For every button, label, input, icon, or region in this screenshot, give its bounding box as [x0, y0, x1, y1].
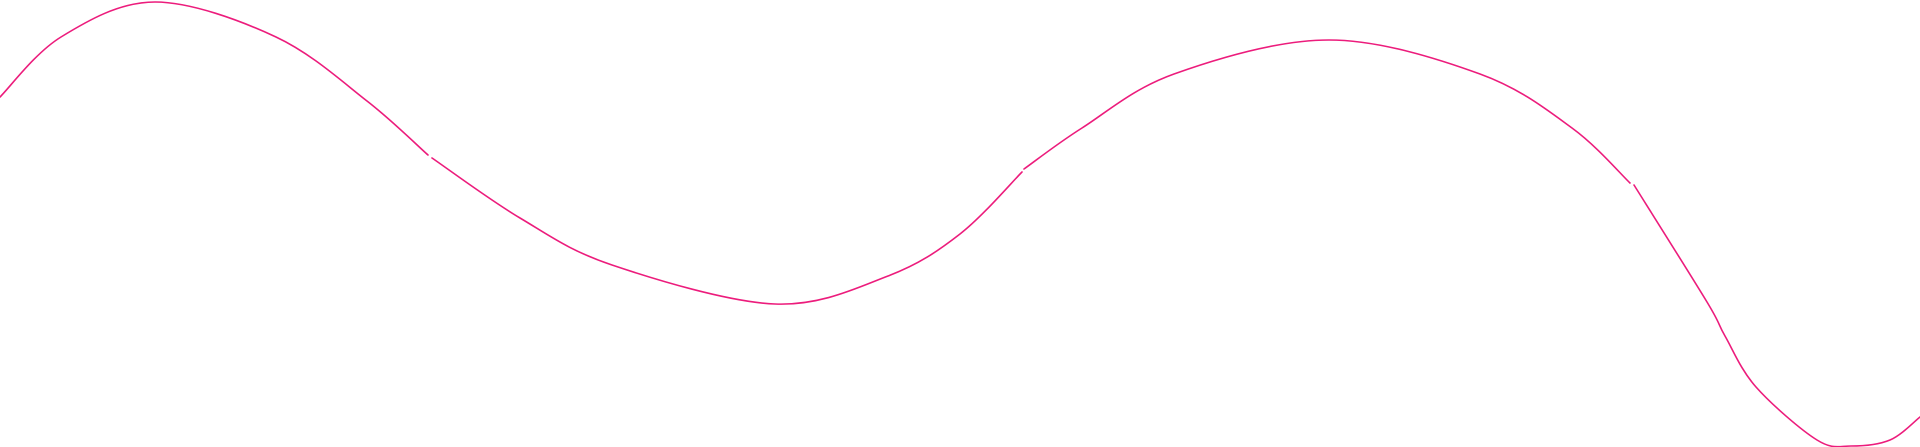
- wave-segment-1: [0, 1, 429, 156]
- wave-segment-2: [431, 157, 1023, 305]
- wave-segment-4: [1633, 184, 1920, 447]
- wave-segment-3: [1023, 39, 1631, 184]
